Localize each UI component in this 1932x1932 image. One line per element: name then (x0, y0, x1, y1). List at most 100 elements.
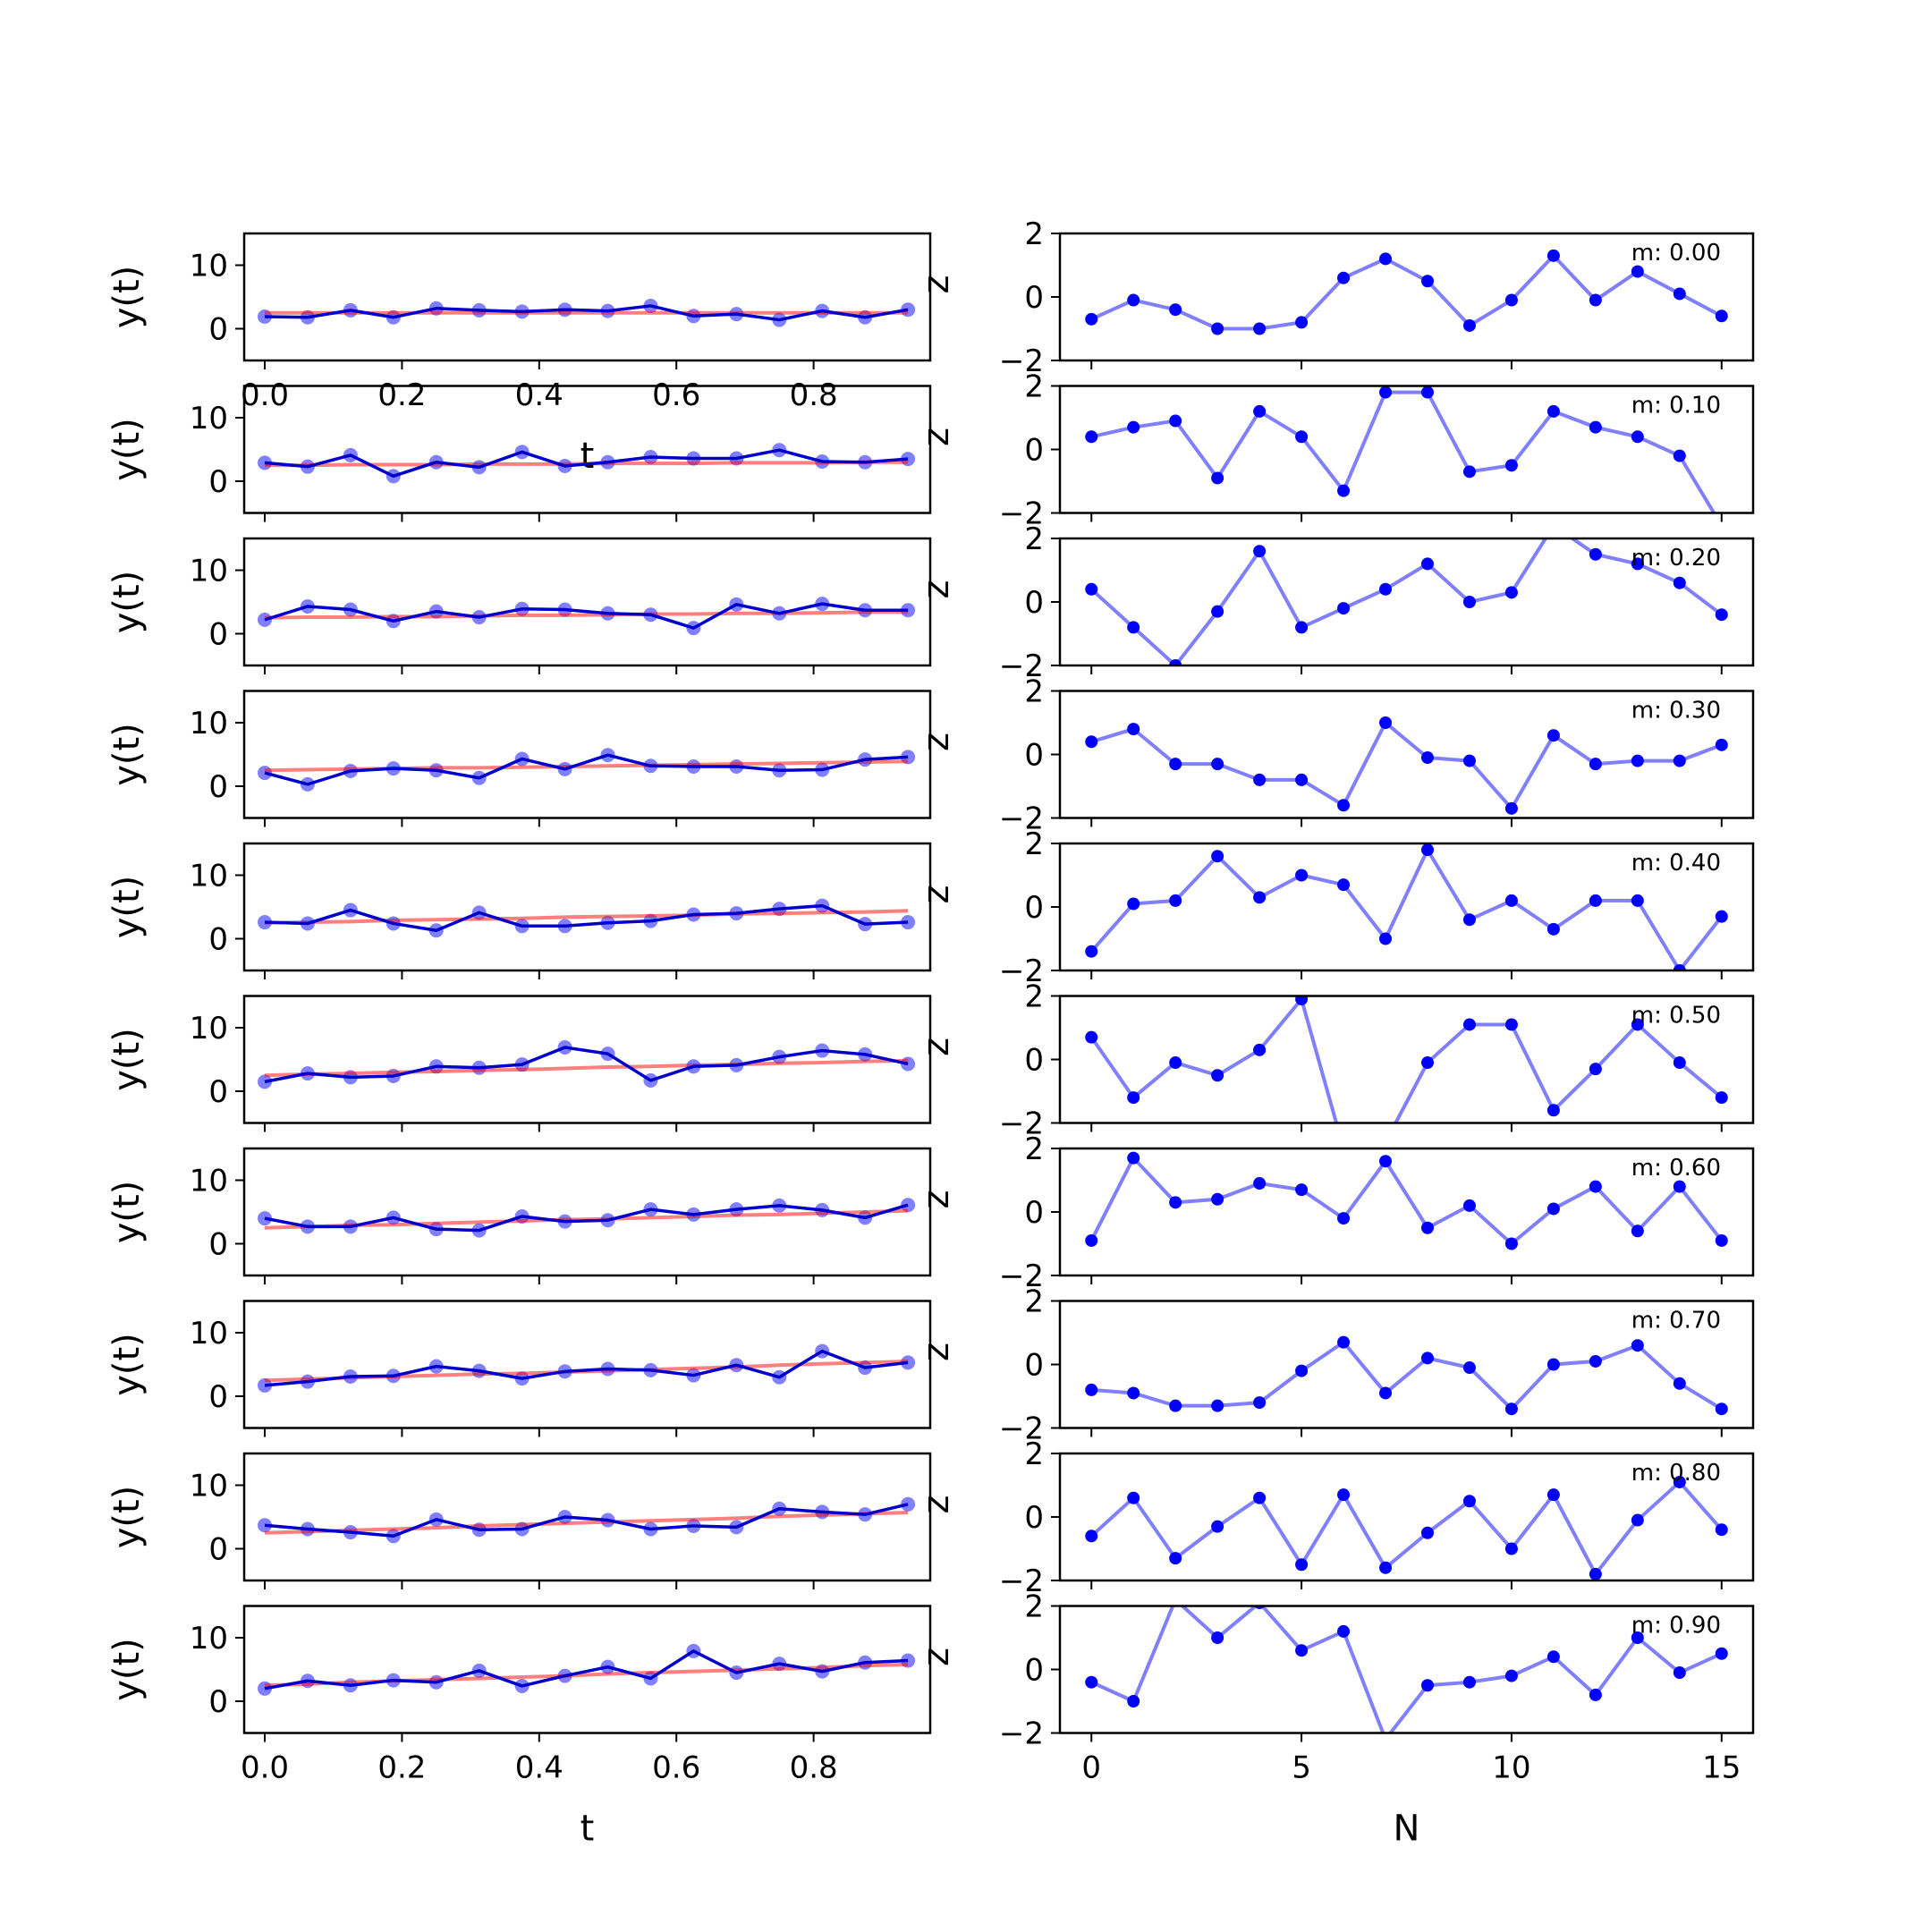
residual-point (1546, 922, 1560, 936)
residual-point (1211, 1520, 1224, 1533)
residual-point (1631, 430, 1644, 444)
residual-point (1546, 1488, 1560, 1502)
residual-point (1715, 1091, 1728, 1105)
residual-point (1504, 586, 1518, 599)
y-tick-label: 0 (1024, 585, 1044, 621)
trend-line (264, 1058, 909, 1078)
subplot-right-5: m: 0.50 −2 0 2 z (916, 979, 1755, 1142)
residual-point (1253, 773, 1267, 786)
y-tick-label: 0 (1024, 1043, 1044, 1079)
y-axis-label: z (916, 1648, 957, 1666)
residual-point (1420, 751, 1434, 765)
y-tick-label: 10 (190, 706, 228, 741)
residual-point (1379, 1386, 1393, 1400)
residual-point (1715, 1647, 1728, 1660)
residual-point (1127, 1695, 1140, 1707)
x-tick-label: 5 (1292, 1750, 1311, 1786)
plot-area (258, 1198, 916, 1238)
plot-area (1085, 1606, 1728, 1733)
y-tick-label: 0 (1024, 433, 1044, 469)
residual-point (1169, 414, 1182, 428)
y-tick-label: 2 (1024, 979, 1044, 1015)
residual-point (1589, 420, 1602, 434)
residual-point (1127, 1151, 1140, 1165)
y-tick-label: −2 (999, 953, 1044, 989)
residual-point (1085, 1030, 1098, 1044)
y-tick-label: 0 (1024, 280, 1044, 316)
residual-point (1462, 465, 1476, 479)
subplot-right-9: m: 0.90 −2 0 2 0 5 10 15 Nz (916, 1589, 1755, 1850)
y-axis-label: z (916, 1343, 957, 1361)
y-tick-label: 2 (1024, 1589, 1044, 1625)
subplot-right-1: m: 0.10 −2 0 2 z (916, 369, 1755, 532)
residual-point (1337, 1624, 1351, 1638)
residual-point (1337, 484, 1351, 497)
x-tick-label: 0.2 (377, 1750, 426, 1786)
subplot-left-6: 0 10 y(t) (106, 1147, 932, 1284)
y-tick-label: 0 (1024, 890, 1044, 926)
subplot-right-4: m: 0.40 −2 0 2 z (916, 826, 1755, 989)
residual-point (1169, 894, 1182, 907)
subplot-right-2: m: 0.20 −2 0 2 z (916, 521, 1755, 684)
residual-point (1253, 891, 1267, 904)
y-tick-label: −2 (999, 1106, 1044, 1142)
x-tick-label: 0 (1081, 1750, 1101, 1786)
plot-area (258, 1343, 916, 1393)
trend-line (264, 1208, 909, 1230)
residual-point (1169, 659, 1182, 665)
residual-point (1631, 557, 1644, 571)
y-tick-label: 10 (190, 249, 228, 284)
residual-point (1085, 1675, 1098, 1689)
noisy-line (264, 1046, 909, 1084)
x-tick-label: 0.8 (790, 1750, 838, 1786)
y-tick-label: 2 (1024, 1284, 1044, 1320)
residual-point (1673, 1180, 1686, 1193)
noisy-line (264, 1349, 909, 1387)
noisy-line (264, 304, 909, 322)
y-axis-label: z (916, 1191, 957, 1209)
y-tick-label: −2 (999, 496, 1044, 532)
residual-point (1295, 1364, 1309, 1377)
residual-point (1085, 582, 1098, 596)
plot-area (1085, 538, 1728, 665)
y-tick-label: 2 (1024, 826, 1044, 862)
noisy-line (264, 602, 909, 630)
x-tick-label: 0.4 (515, 1750, 564, 1786)
residual-point (1504, 293, 1518, 307)
residual-point (1589, 547, 1602, 561)
residual-point (1631, 1018, 1644, 1031)
y-axis-label: y(t) (106, 1028, 148, 1091)
noisy-line (264, 903, 909, 933)
residual-point (1673, 1056, 1686, 1070)
y-tick-label: 10 (190, 1011, 228, 1046)
residual-point (1085, 430, 1098, 444)
residual-point (1211, 1069, 1224, 1082)
residual-point (1085, 1530, 1098, 1543)
x-tick-label: 0.6 (652, 1750, 700, 1786)
y-axis-label: y(t) (106, 266, 148, 329)
residual-point (1253, 1396, 1267, 1410)
y-tick-label: −2 (999, 1563, 1044, 1599)
residual-line (1090, 1606, 1723, 1733)
y-tick-label: −2 (999, 1411, 1044, 1447)
y-tick-label: 0 (208, 1227, 228, 1263)
axes-frame (242, 690, 932, 819)
x-tick-label: 0.6 (652, 377, 700, 413)
residual-point (1631, 1513, 1644, 1527)
y-tick-label: 10 (190, 401, 228, 436)
y-axis-label: y(t) (106, 1181, 148, 1244)
residual-point (1462, 1361, 1476, 1375)
plot-area (1085, 249, 1728, 335)
residual-point (1673, 576, 1686, 589)
residual-point (1420, 1679, 1434, 1692)
residual-point (1169, 1399, 1182, 1412)
y-axis-label: y(t) (106, 723, 148, 786)
plot-area (258, 748, 916, 792)
subplot-left-8: 0 10 y(t) (106, 1452, 932, 1589)
y-tick-label: −2 (999, 1258, 1044, 1294)
residual-point (1504, 801, 1518, 815)
y-tick-label: −2 (999, 343, 1044, 379)
residual-point (1715, 1233, 1728, 1247)
subplot-left-1: 0 10 y(t) (106, 385, 932, 522)
residual-point (1211, 850, 1224, 863)
